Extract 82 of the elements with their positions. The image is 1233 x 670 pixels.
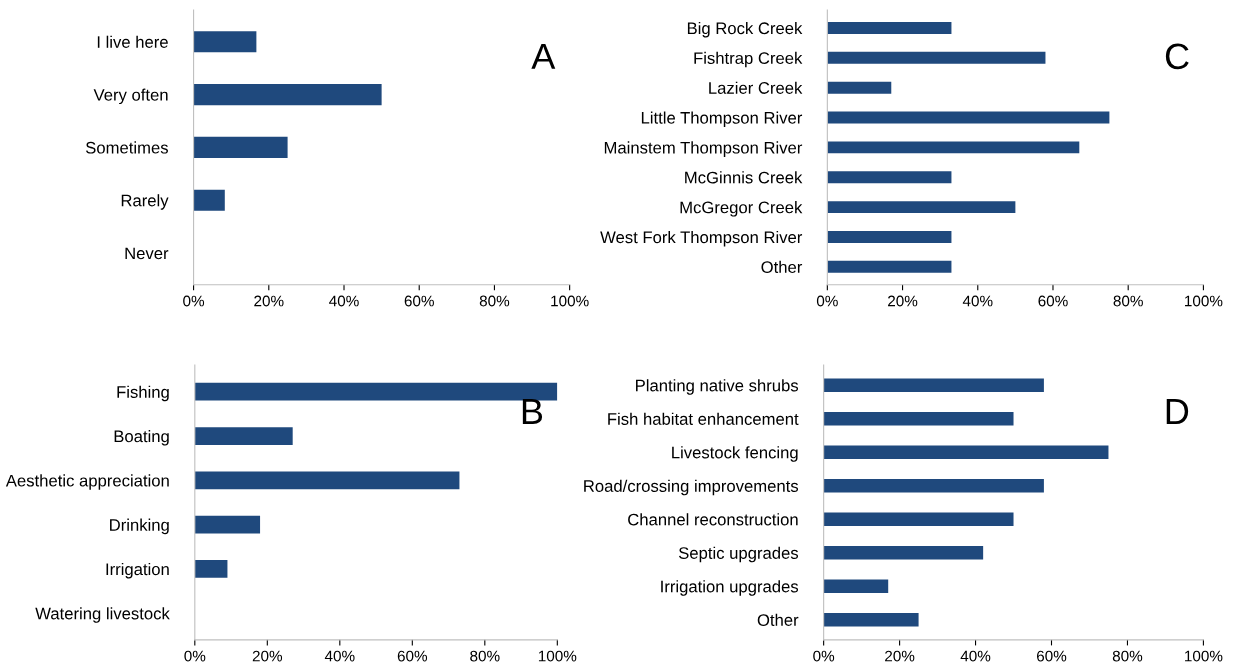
x-tick-label: 20% xyxy=(885,650,915,662)
bar xyxy=(827,171,952,184)
x-tick-label: 80% xyxy=(1112,650,1143,662)
y-tick-label: Little Thompson River xyxy=(641,111,803,128)
y-tick-label: Drinking xyxy=(110,518,169,535)
x-tick-label: 100% xyxy=(1185,650,1223,662)
y-tick-label: Fishing xyxy=(117,385,169,402)
y-tick-label: McGregor Creek xyxy=(680,201,803,217)
y-tick-label: Boating xyxy=(114,430,169,446)
bar xyxy=(194,471,460,490)
x-tick-label: 60% xyxy=(1038,295,1068,307)
y-tick-label: Road/crossing improvements xyxy=(584,479,799,496)
bar xyxy=(823,546,984,560)
x-tick-label: 60% xyxy=(1036,650,1067,662)
y-tick-label: Channel reconstruction xyxy=(628,513,798,526)
bar xyxy=(823,579,889,593)
y-tick-label: Septic upgrades xyxy=(678,546,799,563)
x-tick-label: 0% xyxy=(184,650,206,662)
y-tick-label: Lazier Creek xyxy=(709,81,803,94)
bar xyxy=(827,81,892,94)
y-tick-label: Fishtrap Creek xyxy=(694,51,803,68)
bar xyxy=(194,427,293,445)
bar xyxy=(827,201,1016,214)
x-tick-label: 40% xyxy=(962,295,993,307)
x-tick-label: 40% xyxy=(324,650,355,662)
x-tick-label: 100% xyxy=(538,650,577,662)
y-tick-label: Big Rock Creek xyxy=(687,21,803,38)
bar xyxy=(194,382,558,401)
y-tick-label: Livestock fencing xyxy=(672,446,798,462)
x-tick-label: 20% xyxy=(888,295,918,307)
y-tick-label: Planting native shrubs xyxy=(636,379,799,395)
bar xyxy=(827,231,952,243)
x-tick-label: 80% xyxy=(470,650,500,662)
x-tick-label: 60% xyxy=(397,650,428,662)
bar xyxy=(194,515,261,534)
y-tick-label: Rarely xyxy=(121,194,169,210)
y-tick-label: Irrigation xyxy=(106,562,169,579)
y-tick-label: Mainstem Thompson River xyxy=(604,141,803,157)
y-tick-label: Other xyxy=(761,260,803,274)
x-tick-label: 0% xyxy=(813,650,835,662)
y-tick-label: West Fork Thompson River xyxy=(600,230,803,247)
bar xyxy=(193,31,257,53)
x-tick-label: 60% xyxy=(404,295,434,307)
bar xyxy=(827,260,952,273)
y-tick-label: I live here xyxy=(97,35,168,48)
bar xyxy=(193,136,288,158)
bar xyxy=(194,560,228,578)
y-tick-label: Never xyxy=(125,247,169,260)
bar xyxy=(827,141,1080,154)
y-tick-label: McGinnis Creek xyxy=(685,171,803,184)
annotation: C xyxy=(1165,43,1189,70)
x-tick-label: 100% xyxy=(1185,295,1223,307)
y-tick-label: Irrigation upgrades xyxy=(661,580,799,596)
x-tick-label: 20% xyxy=(254,295,284,307)
x-tick-label: 100% xyxy=(551,295,589,307)
y-tick-label: Fish habitat enhancement xyxy=(608,412,799,425)
x-tick-label: 40% xyxy=(329,295,359,307)
y-tick-label: Watering livestock xyxy=(35,607,170,623)
annotation: A xyxy=(531,43,556,69)
bar xyxy=(823,479,1044,493)
bar xyxy=(193,189,225,211)
x-tick-label: 80% xyxy=(1113,295,1143,307)
bar xyxy=(823,613,919,627)
bar xyxy=(827,51,1046,64)
y-tick-label: Other xyxy=(757,613,799,626)
bar xyxy=(823,412,1014,426)
bar xyxy=(827,21,952,34)
y-tick-label: Sometimes xyxy=(85,141,168,154)
bar xyxy=(827,111,1110,124)
bar xyxy=(823,378,1044,392)
bar xyxy=(823,445,1109,459)
x-tick-label: 0% xyxy=(183,295,205,307)
annotation: D xyxy=(1166,399,1189,424)
y-tick-label: Very often xyxy=(93,88,168,105)
x-tick-label: 40% xyxy=(960,650,991,662)
x-tick-label: 80% xyxy=(479,295,510,307)
bar xyxy=(193,84,382,106)
x-tick-label: 0% xyxy=(816,295,838,307)
annotation: B xyxy=(522,399,543,424)
bar xyxy=(823,512,1014,526)
x-tick-label: 20% xyxy=(252,650,283,662)
y-tick-label: Aesthetic appreciation xyxy=(5,474,169,490)
